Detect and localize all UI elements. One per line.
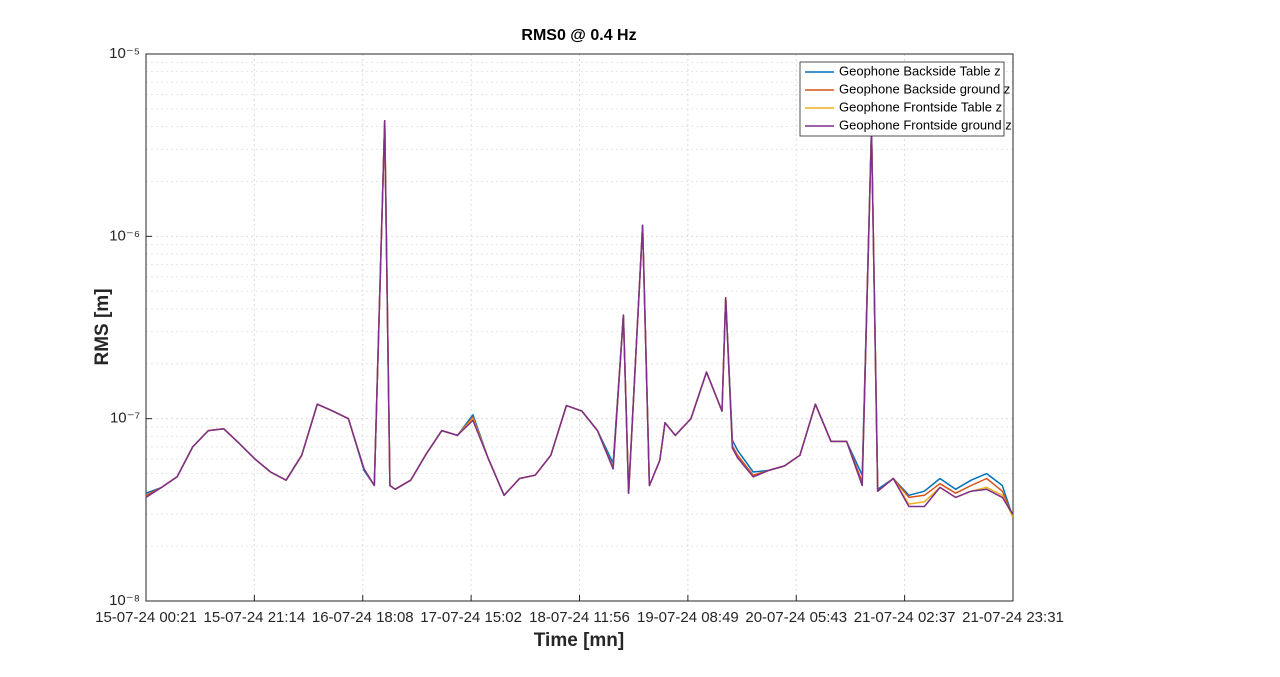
x-tick-label: 15-07-24 00:21 [95, 609, 197, 626]
y-tick-label: 10⁻⁶ [109, 227, 140, 244]
x-axis-label: Time [mn] [534, 630, 624, 651]
x-tick-label: 21-07-24 23:31 [962, 609, 1064, 626]
y-tick-label: 10⁻⁵ [109, 45, 140, 62]
x-tick-label: 18-07-24 11:56 [529, 609, 630, 626]
chart-title: RMS0 @ 0.4 Hz [521, 27, 636, 44]
x-tick-label: 21-07-24 02:37 [854, 609, 956, 626]
x-tick-label: 16-07-24 18:08 [312, 609, 414, 626]
axes-box [145, 53, 1014, 602]
legend-label: Geophone Backside ground z [839, 81, 1010, 96]
legend-box [799, 61, 1005, 137]
legend-label: Geophone Backside Table z [839, 63, 1001, 78]
series-line [145, 120, 1014, 515]
y-axis-label: RMS [m] [92, 288, 113, 365]
legend-label: Geophone Frontside Table z [839, 99, 1002, 114]
y-tick-label: 10⁻⁷ [110, 410, 140, 427]
x-tick-label: 15-07-24 21:14 [203, 609, 305, 626]
legend-label: Geophone Frontside ground z [839, 117, 1012, 132]
x-tick-label: 20-07-24 05:43 [745, 609, 847, 626]
y-tick-label: 10⁻⁸ [109, 592, 140, 609]
x-tick-label: 17-07-24 15:02 [420, 609, 522, 626]
x-tick-label: 19-07-24 08:49 [637, 609, 739, 626]
